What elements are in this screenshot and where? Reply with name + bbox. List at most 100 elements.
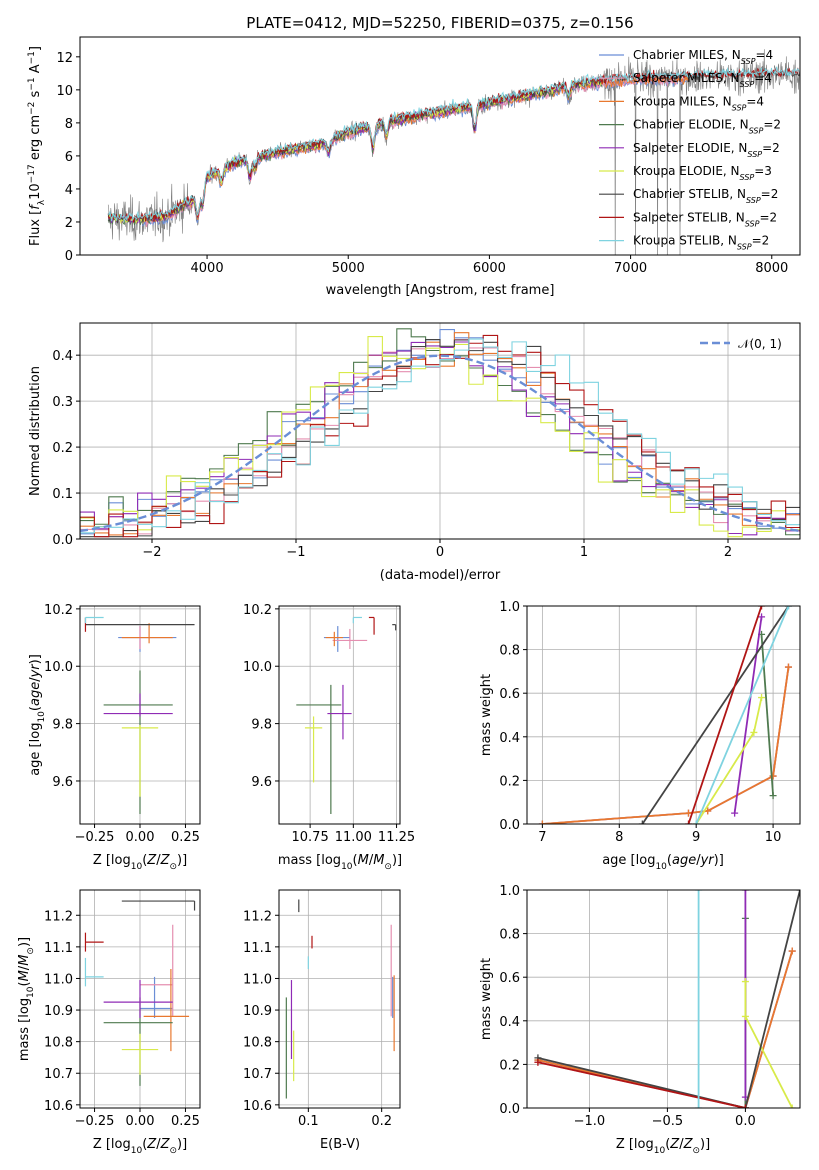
data-marker [695, 890, 703, 894]
errorbar-point [140, 976, 173, 1018]
y-tick-label: 0.6 [499, 971, 520, 986]
errorbar-point [140, 924, 174, 1017]
axes-frame [79, 605, 201, 825]
y-tick-label: 6 [65, 150, 73, 165]
data-marker [741, 890, 749, 894]
axes-frame [79, 322, 801, 540]
series-line [687, 606, 763, 824]
series [692, 606, 792, 824]
x-tick-label: −2 [142, 545, 161, 560]
y-tick-label: 0.4 [52, 349, 73, 364]
y-tick-label: 0 [65, 249, 73, 264]
y-tick-label: 4 [65, 183, 73, 198]
legend-label: Salpeter STELIB, NSSP=2 [633, 210, 777, 228]
series [534, 890, 800, 1108]
y-tick-label: 10.9 [243, 1004, 272, 1019]
panel-residuals: −2 −1 0 1 2 0.0 0.1 0.2 0.3 0.4 𝒩(0, 1) [52, 322, 801, 560]
series [534, 947, 796, 1108]
errorbar-point [368, 616, 375, 635]
errorbar-point [121, 623, 173, 644]
data-marker [784, 663, 792, 671]
plot-area [534, 890, 800, 1108]
y-tick-label: 10.8 [243, 1036, 272, 1051]
x-tick-label: 8000 [755, 261, 788, 276]
errorbar-point [84, 957, 104, 987]
y-axis-label: Flux [fλ10−17 erg cm−2 s−1 A−1] [27, 46, 47, 246]
y-axis-label: age [log10(age/yr)] [28, 654, 47, 776]
y-tick-label: 10 [56, 84, 73, 99]
x-axis-label: E(B-V) [320, 1137, 360, 1152]
data-marker [692, 820, 700, 824]
x-tick-label: 0.25 [171, 1114, 200, 1129]
x-axis-label: mass [log10(M/M⊙)] [278, 853, 402, 872]
axes-frame [526, 605, 801, 825]
series-line [537, 1061, 746, 1108]
legend-entry: Kroupa MILES, NSSP=4 [599, 94, 764, 112]
legend-label: Salpeter ELODIE, NSSP=2 [633, 141, 780, 159]
x-tick-label: 2 [724, 545, 732, 560]
series-line [695, 606, 790, 824]
data-marker [638, 820, 646, 824]
data-marker [758, 694, 766, 702]
panel-age-vs-Z: −0.25 0.00 0.25 9.6 9.8 10.0 10.2 [44, 603, 201, 845]
data-marker [731, 809, 739, 817]
data-marker [758, 613, 766, 621]
x-tick-label: 7000 [614, 261, 647, 276]
errorbar-point [103, 980, 173, 1018]
series [534, 1058, 749, 1108]
errorbar-point [84, 616, 104, 624]
y-tick-label: 10.0 [243, 660, 272, 675]
series-line [695, 697, 763, 824]
model-spectrum [108, 66, 800, 223]
chart-title: PLATE=0412, MJD=52250, FIBERID=0375, z=0… [246, 14, 633, 32]
errorbar-point [103, 693, 173, 717]
y-tick-label: 10.0 [44, 660, 73, 675]
x-tick-label: 0.25 [171, 830, 200, 845]
series [534, 947, 796, 1108]
x-tick-label: −0.25 [75, 830, 115, 845]
y-tick-label: 0.2 [499, 1058, 520, 1073]
y-tick-label: 10.2 [243, 603, 272, 618]
series-line [760, 634, 774, 796]
series [731, 613, 766, 817]
legend-entry: Chabrier MILES, NSSP=4 [599, 48, 773, 66]
y-tick-label: 0.4 [499, 731, 520, 746]
y-tick-label: 10.6 [243, 1099, 272, 1114]
x-tick-label: 0.00 [126, 830, 155, 845]
data-marker [684, 820, 692, 824]
series [684, 606, 766, 824]
legend-label: Salpeter MILES, NSSP=4 [633, 71, 772, 89]
data-marker [741, 1104, 749, 1108]
y-axis-label: Normed distribution [28, 366, 43, 496]
y-tick-label: 0.0 [52, 533, 73, 548]
panel-massweight-vs-age: 7 8 9 10 0.0 0.2 0.4 0.6 0.8 1.0 [499, 600, 801, 845]
errorbar-point [352, 616, 362, 624]
axes-frame [278, 889, 401, 1109]
y-tick-label: 10.7 [44, 1067, 73, 1082]
x-tick-label: 6000 [473, 261, 506, 276]
y-tick-label: 2 [65, 216, 73, 231]
axes-frame [79, 36, 801, 256]
plot-area [538, 606, 792, 824]
series-line [641, 606, 790, 824]
plot-area [285, 899, 395, 1099]
panel-mass-vs-EBV: 0.1 0.2 10.6 10.7 10.8 10.9 11.0 11.1 11.2 [243, 889, 401, 1129]
axes-frame [79, 889, 201, 1109]
x-tick-label: 0.0 [735, 1114, 756, 1129]
x-axis-label: Z [log10(Z/Z⊙)] [93, 853, 187, 872]
y-tick-label: 1.0 [499, 600, 520, 615]
errorbar-point [121, 1033, 159, 1075]
x-tick-label: 5000 [332, 261, 365, 276]
data-marker [769, 772, 777, 780]
data-marker [695, 1104, 703, 1108]
x-tick-label: 4000 [191, 261, 224, 276]
data-marker [788, 947, 796, 955]
legend-label: Kroupa ELODIE, NSSP=3 [633, 164, 772, 182]
legend-label: Kroupa STELIB, NSSP=2 [633, 234, 769, 252]
y-tick-label: 10.7 [243, 1067, 272, 1082]
y-tick-label: 11.1 [243, 941, 272, 956]
series-line [537, 950, 794, 1108]
y-tick-label: 9.6 [251, 775, 272, 790]
y-tick-label: 0.0 [499, 818, 520, 833]
y-tick-label: 10.9 [44, 1004, 73, 1019]
